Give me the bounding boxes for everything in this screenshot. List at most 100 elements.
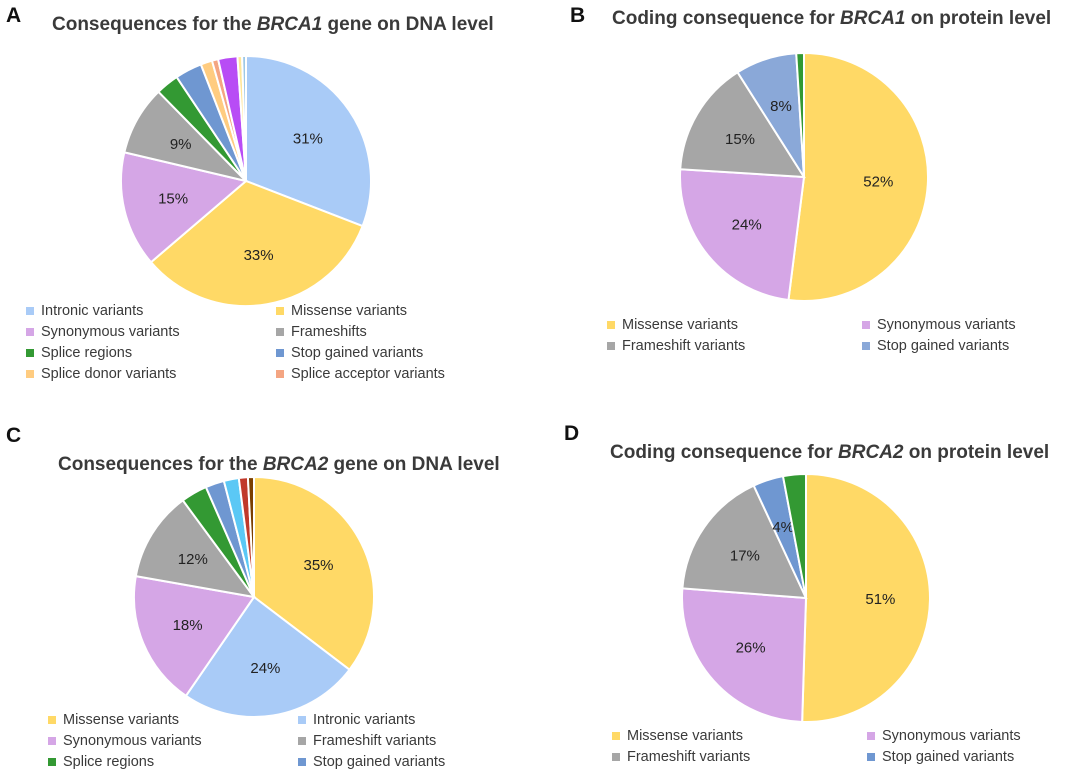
legend-label: Splice acceptor variants (291, 365, 445, 382)
legend-swatch (298, 715, 306, 724)
pie-slice-missense-variants (149, 179, 364, 307)
legend-item-frameshift-variants: Frameshift variants (612, 746, 857, 767)
data-label: 15% (725, 131, 755, 148)
pie-slice-synonymous-variants (133, 575, 256, 698)
pie-slice-segment-10 (241, 54, 247, 182)
legend-item-stop-gained-variants: Stop gained variants (867, 746, 1065, 767)
panel-d: D Coding consequence for BRCA2 on protei… (532, 420, 1065, 777)
legend-label: Splice regions (63, 753, 155, 770)
legend-item-missense-variants: Missense variants (607, 314, 852, 335)
pie-slice-frameshift-variants (679, 70, 806, 179)
legend-item-missense-variants: Missense variants (276, 300, 526, 321)
legend-item-stop-gained-variants: Stop gained variants (862, 335, 1065, 356)
legend-swatch (298, 757, 306, 766)
title-gene: BRCA2 (262, 454, 329, 475)
panel-letter: D (564, 422, 580, 445)
legend-swatch (26, 306, 34, 315)
data-label: 18% (173, 617, 203, 634)
legend: Intronic variants Missense variants Synony… (26, 300, 526, 384)
legend-item-synonymous-variants: Synonymous variants (862, 314, 1065, 335)
legend-swatch (26, 369, 34, 378)
legend-label: Missense variants (291, 302, 408, 319)
legend-swatch (607, 320, 615, 329)
legend-item-splice-donor-variants: Splice donor variants (26, 363, 266, 384)
legend-item-frameshift-variants: Frameshift variants (607, 335, 852, 356)
data-label: 15% (158, 191, 188, 208)
pie-slice-frameshift-variants (134, 498, 257, 599)
legend-label: Stop gained variants (313, 753, 446, 770)
pie-chart: 35% 24% 18% 12% (133, 475, 375, 718)
panel-letter: C (6, 424, 22, 447)
pie-slice-missense-variants (253, 475, 375, 672)
legend-label: Splice donor variants (41, 365, 177, 382)
pie-chart: 52% 24% 15% 8% (679, 51, 930, 302)
pie-slice-intronic-variants (184, 595, 351, 718)
legend-swatch (298, 736, 306, 745)
title-after: on protein level (903, 442, 1050, 463)
title-after: on protein level (905, 8, 1052, 29)
panel-title: Consequences for the BRCA2 gene on DNA l… (58, 454, 500, 476)
legend-label: Stop gained variants (291, 344, 424, 361)
legend-swatch (276, 369, 284, 378)
legend-label: Stop gained variants (882, 748, 1015, 765)
legend-label: Synonymous variants (882, 727, 1021, 744)
title-gene: BRCA1 (256, 14, 323, 35)
legend-item-intronic-variants: Intronic variants (298, 709, 498, 730)
pie-slice-missense-variants (787, 51, 930, 302)
legend-swatch (862, 341, 870, 350)
pie-slice-synonymous-variants (680, 587, 808, 723)
panel-b: B Coding consequence for BRCA1 on protei… (532, 0, 1065, 420)
pie-chart: 51% 26% 17% 4% (680, 472, 931, 723)
legend-label: Missense variants (627, 727, 744, 744)
pie-slice-intronic-variants (245, 54, 372, 228)
panel-letter: A (6, 4, 22, 27)
legend-label: Frameshift variants (622, 337, 746, 354)
legend-label: Synonymous variants (41, 323, 180, 340)
panel-c: C Consequences for the BRCA2 gene on DNA… (0, 420, 532, 777)
title-before: Consequences for the (52, 14, 257, 35)
legend-item-frameshift-variants: Frameshift variants (298, 730, 498, 751)
title-after: gene on DNA level (328, 454, 500, 475)
title-before: Coding consequence for (610, 442, 839, 463)
pie-slice-segment-4 (781, 472, 807, 599)
pie-chart: 31% 33% 15% 9% (120, 54, 372, 307)
legend-item-missense-variants: Missense variants (612, 725, 857, 746)
legend-swatch (276, 327, 284, 336)
data-label: 24% (250, 660, 280, 677)
legend-swatch (26, 327, 34, 336)
title-after: gene on DNA level (322, 14, 494, 35)
data-label: 52% (863, 174, 893, 191)
legend-item-synonymous-variants: Synonymous variants (867, 725, 1065, 746)
legend-item-intronic-variants: Intronic variants (26, 300, 266, 321)
legend-item-stop-gained-variants: Stop gained variants (298, 751, 498, 772)
data-label: 12% (178, 551, 208, 568)
legend-item-splice-acceptor-variants: Splice acceptor variants (276, 363, 526, 384)
data-label: 8% (770, 98, 792, 115)
legend-label: Missense variants (622, 316, 739, 333)
pie-slice-missense-variants (801, 472, 931, 723)
panel-a: A Consequences for the BRCA1 gene on DNA… (0, 0, 532, 420)
title-before: Consequences for the (58, 454, 263, 475)
data-label: 31% (293, 131, 323, 148)
legend-item-missense-variants: Missense variants (48, 709, 288, 730)
legend-swatch (26, 348, 34, 357)
data-label: 24% (732, 216, 762, 233)
legend-swatch (607, 341, 615, 350)
data-label: 4% (772, 519, 794, 536)
legend-swatch (48, 715, 56, 724)
panel-letter: B (570, 4, 586, 27)
legend-swatch (48, 757, 56, 766)
title-gene: BRCA1 (840, 8, 906, 29)
legend-label: Synonymous variants (877, 316, 1016, 333)
legend-swatch (48, 736, 56, 745)
legend-label: Splice regions (41, 344, 133, 361)
pie-slice-segment-4 (795, 51, 805, 178)
legend-swatch (867, 731, 875, 740)
legend-label: Frameshift variants (313, 732, 437, 749)
legend-label: Frameshifts (291, 323, 367, 340)
legend: Missense variants Intronic variants Synony… (48, 709, 498, 772)
title-gene: BRCA2 (838, 442, 904, 463)
legend-swatch (862, 320, 870, 329)
legend-swatch (612, 731, 620, 740)
legend-label: Intronic variants (313, 711, 416, 728)
